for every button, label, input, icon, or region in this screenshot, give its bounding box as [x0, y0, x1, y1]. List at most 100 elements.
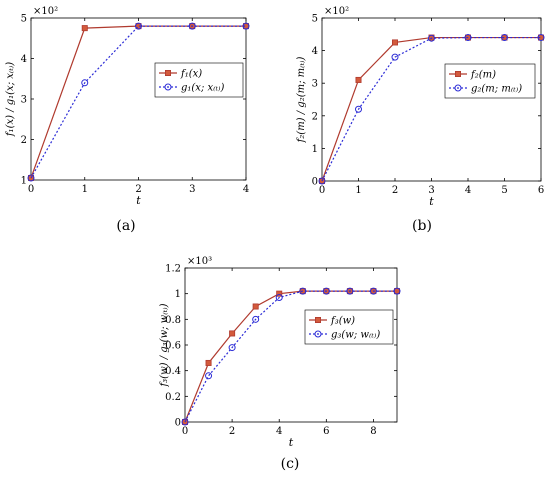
panel-caption: (a)	[116, 218, 135, 234]
data-point-s1	[81, 25, 88, 32]
y-tick-label: 4	[21, 54, 27, 65]
legend-label-2: g₃(w; w₍ₜ₎)	[331, 330, 380, 341]
data-point-s2	[181, 418, 189, 426]
data-point-s2	[188, 22, 196, 30]
legend-label-2: g₂(m; m₍ₜ₎)	[471, 84, 522, 95]
y-tick-label: 0.2	[165, 392, 181, 403]
y-tick-label: 0.8	[165, 315, 181, 326]
data-point-s2	[391, 53, 399, 61]
legend-marker-1	[314, 316, 321, 323]
axes-box	[321, 17, 542, 182]
data-point-s2	[346, 287, 354, 295]
data-point-s2	[27, 174, 35, 182]
data-point-s2	[81, 79, 89, 87]
exponent-label: ×10²	[324, 6, 349, 17]
panel-caption: (c)	[281, 456, 300, 472]
x-tick-label: 3	[189, 184, 195, 195]
data-point-s2	[135, 22, 142, 30]
chart-c: 0 2 4 6 8 0 0.2 0.4 0.6 0.8 1 1.2 ×10³ t f₃(w) / g₃(w;…	[159, 256, 401, 472]
x-tick-label: 6	[538, 185, 544, 196]
data-point-s2	[318, 177, 326, 185]
x-tick-label: 3	[428, 185, 434, 196]
axes-box	[30, 17, 247, 181]
y-axis-label: f₂(m) / g₂(m; m₍ₜ₎)	[296, 56, 307, 143]
data-point-s1	[355, 76, 362, 83]
y-tick-label: 5	[21, 14, 27, 25]
exponent-label: ×10²	[33, 6, 58, 17]
data-point-s2	[393, 287, 401, 295]
y-tick-label: 1	[312, 144, 318, 155]
y-tick-label: 1	[21, 176, 27, 187]
data-point-s2	[464, 34, 472, 42]
x-tick-label: 4	[243, 184, 249, 195]
y-tick-label: 1	[175, 289, 181, 300]
data-point-s2	[322, 287, 330, 295]
panel-caption: (b)	[412, 218, 432, 234]
legend-marker-2	[164, 83, 172, 91]
y-tick-label: 3	[312, 79, 318, 90]
data-point-s2	[205, 372, 213, 380]
legend-label-1: f₁(x)	[180, 69, 202, 80]
legend-box	[444, 63, 536, 99]
series-line-1	[30, 25, 246, 179]
exponent-label: ×10³	[187, 256, 212, 267]
data-point-s2	[252, 315, 260, 323]
legend-marker-2	[454, 84, 462, 92]
x-tick-label: 4	[276, 426, 282, 437]
x-tick-label: 6	[323, 426, 329, 437]
data-point-s1	[276, 290, 283, 297]
legend-marker-1	[164, 70, 171, 77]
x-tick-label: 8	[370, 426, 376, 437]
legend-marker-2	[314, 330, 322, 338]
x-axis-label: t	[289, 436, 294, 449]
legend-box	[154, 62, 244, 98]
data-point-s2	[275, 294, 283, 302]
legend-marker-1	[454, 71, 461, 78]
x-tick-label: 0	[319, 185, 325, 196]
x-tick-label: 4	[465, 185, 471, 196]
data-point-s1	[205, 359, 212, 366]
x-tick-label: 0	[28, 184, 34, 195]
data-point-s2	[537, 34, 545, 42]
x-tick-label: 2	[392, 185, 398, 196]
y-axis-label: f₁(x) / g₁(x; x₍ₜ₎)	[5, 62, 16, 137]
legend-label-1: f₃(w)	[330, 316, 355, 327]
y-tick-label: 1.2	[165, 264, 181, 275]
data-point-s2	[228, 344, 236, 352]
chart-b: 0 1 2 3 4 5 6 0 1 2 3 4 5 ×10² t f₂(m) / g₂(m; m₍ₜ₎) f₂(…	[296, 6, 545, 234]
y-tick-label: 3	[21, 95, 27, 106]
data-point-s2	[355, 105, 362, 113]
y-tick-label: 0.6	[165, 341, 181, 352]
legend-label-1: f₂(m)	[470, 70, 496, 81]
data-point-s1	[229, 330, 236, 337]
data-point-s1	[252, 303, 259, 310]
x-tick-label: 0	[182, 426, 188, 437]
y-tick-label: 2	[21, 135, 27, 146]
data-point-s1	[391, 39, 398, 46]
y-tick-label: 0	[312, 177, 318, 188]
x-tick-label: 1	[82, 184, 88, 195]
data-point-s2	[299, 287, 307, 295]
x-axis-label: t	[429, 195, 434, 208]
x-tick-label: 1	[355, 185, 361, 196]
x-tick-label: 5	[501, 185, 507, 196]
series-line-2	[184, 290, 397, 423]
data-point-s2	[242, 22, 250, 30]
series-line-2	[321, 36, 541, 182]
x-tick-label: 2	[135, 184, 141, 195]
data-point-s2	[501, 34, 508, 42]
x-axis-label: t	[136, 194, 141, 207]
legend-box	[304, 309, 394, 345]
y-tick-label: 0	[175, 418, 181, 429]
y-axis-label: f₃(w) / g₃(w; w₍ₜ₎)	[159, 303, 170, 387]
y-tick-label: 4	[312, 46, 318, 57]
data-point-s2	[369, 287, 377, 295]
legend-label-2: g₁(x; x₍ₜ₎)	[181, 83, 225, 94]
series-line-2	[30, 25, 246, 179]
x-tick-label: 2	[229, 426, 235, 437]
y-tick-label: 2	[312, 111, 318, 122]
y-tick-label: 0.4	[165, 366, 181, 377]
y-tick-label: 5	[312, 14, 318, 25]
